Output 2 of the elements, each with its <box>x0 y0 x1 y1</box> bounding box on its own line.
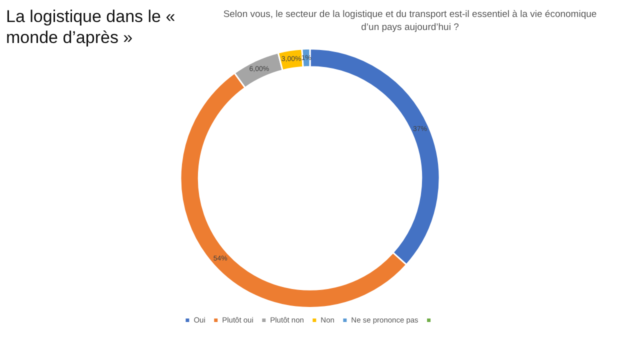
chart-subtitle: Selon vous, le secteur de la logistique et du transport est-il essentiel à la vie économique d’un pays aujourd’hui ? <box>222 8 598 34</box>
chart-title: La logistique dans le « monde d’après » <box>6 6 176 48</box>
